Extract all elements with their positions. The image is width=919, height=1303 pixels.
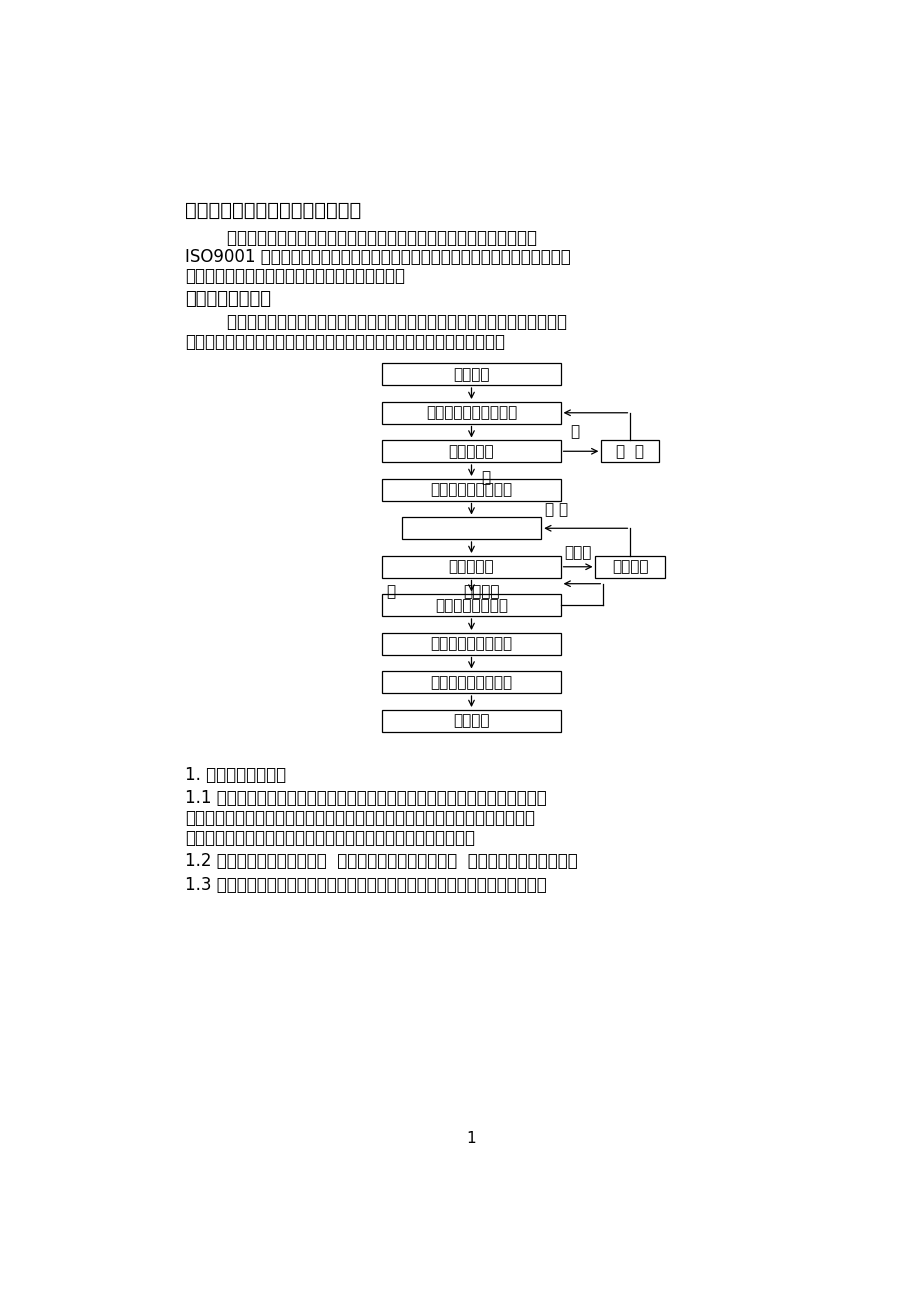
Text: ISO9001 质量体系及贯标要求，逐一对每一种工程材料供货厂家的材料质量、信: ISO9001 质量体系及贯标要求，逐一对每一种工程材料供货厂家的材料质量、信 [185,248,570,266]
Bar [595,556,664,577]
Text: 以获得质量好、价格低的材料资源，从而确保工程质量，降低工程造价。这是企: 以获得质量好、价格低的材料资源，从而确保工程质量，降低工程造价。这是企 [185,809,534,827]
Text: 采购物资验证的方式: 采购物资验证的方式 [430,636,512,652]
Text: 的材料价格合理，要做到这样二点，必须严格执行如下采购工作的流程。: 的材料价格合理，要做到这样二点，必须严格执行如下采购工作的流程。 [185,332,505,351]
Text: 修  订: 修 订 [616,444,643,459]
Text: 1. 材料供应管理制度: 1. 材料供应管理制度 [185,766,286,784]
Bar [382,556,560,577]
Text: 合同的审核与签订: 合同的审核与签订 [435,598,507,612]
Bar [601,440,659,463]
Text: 供应商的选择与推荐: 供应商的选择与推荐 [430,482,512,498]
Text: 为了保证工程质量，我方对材料的采购，在贯彻甲方要求的同时，根据: 为了保证工程质量，我方对材料的采购，在贯彻甲方要求的同时，根据 [185,229,536,246]
Text: 否: 否 [569,423,578,439]
Text: 1.3 合理组织材料供应，确保施工正常进行合理地、科学地组织材料的采购、加: 1.3 合理组织材料供应，确保施工正常进行合理地、科学地组织材料的采购、加 [185,876,546,894]
Text: 材料进货渠道、材料质量保证措施: 材料进货渠道、材料质量保证措施 [185,201,360,220]
Text: 不合格: 不合格 [564,545,591,560]
Text: 程序开始: 程序开始 [453,366,489,382]
Bar [382,671,560,693]
Text: 1: 1 [466,1131,476,1145]
Text: 材料采购工作流程: 材料采购工作流程 [185,291,270,309]
Text: 誉、供货能力进行评估，以确保采购材料的质量。: 誉、供货能力进行评估，以确保采购材料的质量。 [185,267,404,285]
Text: 采购文件的制订与审核: 采购文件的制订与审核 [425,405,516,421]
Bar [382,480,560,500]
Text: 是: 是 [386,584,395,598]
Bar [402,517,540,539]
Text: 1.2 按预臭材料需求计划表，  装饰材料一次性成批采购，  确保材料色泽批号一致。: 1.2 按预臭材料需求计划表， 装饰材料一次性成批采购， 确保材料色泽批号一致。 [185,852,577,870]
Text: 业获得良好社会效益、经济效益，提高市场竞争能力的重要因素。: 业获得良好社会效益、经济效益，提高市场竞争能力的重要因素。 [185,829,474,847]
Bar [382,364,560,386]
Text: 材料采购工作的重点，一要保证所采购的材料质量符合要求，二要保证所采购: 材料采购工作的重点，一要保证所采购的材料质量符合要求，二要保证所采购 [185,314,566,331]
Bar [382,403,560,423]
Bar [382,710,560,731]
Text: 是: 是 [481,470,490,485]
Bar [382,594,560,616]
Text: 选 择: 选 择 [545,503,568,517]
Text: 审核通过否: 审核通过否 [448,444,494,459]
Text: 1.1 掌握材料信息，优选供货厂家，掌握材料质量、价格、供货能力的信息。可: 1.1 掌握材料信息，优选供货厂家，掌握材料质量、价格、供货能力的信息。可 [185,790,546,808]
Text: 发包方审定: 发包方审定 [448,559,494,575]
Bar [382,440,560,463]
Text: 程序结束: 程序结束 [453,713,489,728]
Text: 登录合格供应商名录: 登录合格供应商名录 [430,675,512,689]
Text: 重新选择: 重新选择 [611,559,648,575]
Bar [382,633,560,654]
Text: （修改）: （修改） [463,584,500,598]
